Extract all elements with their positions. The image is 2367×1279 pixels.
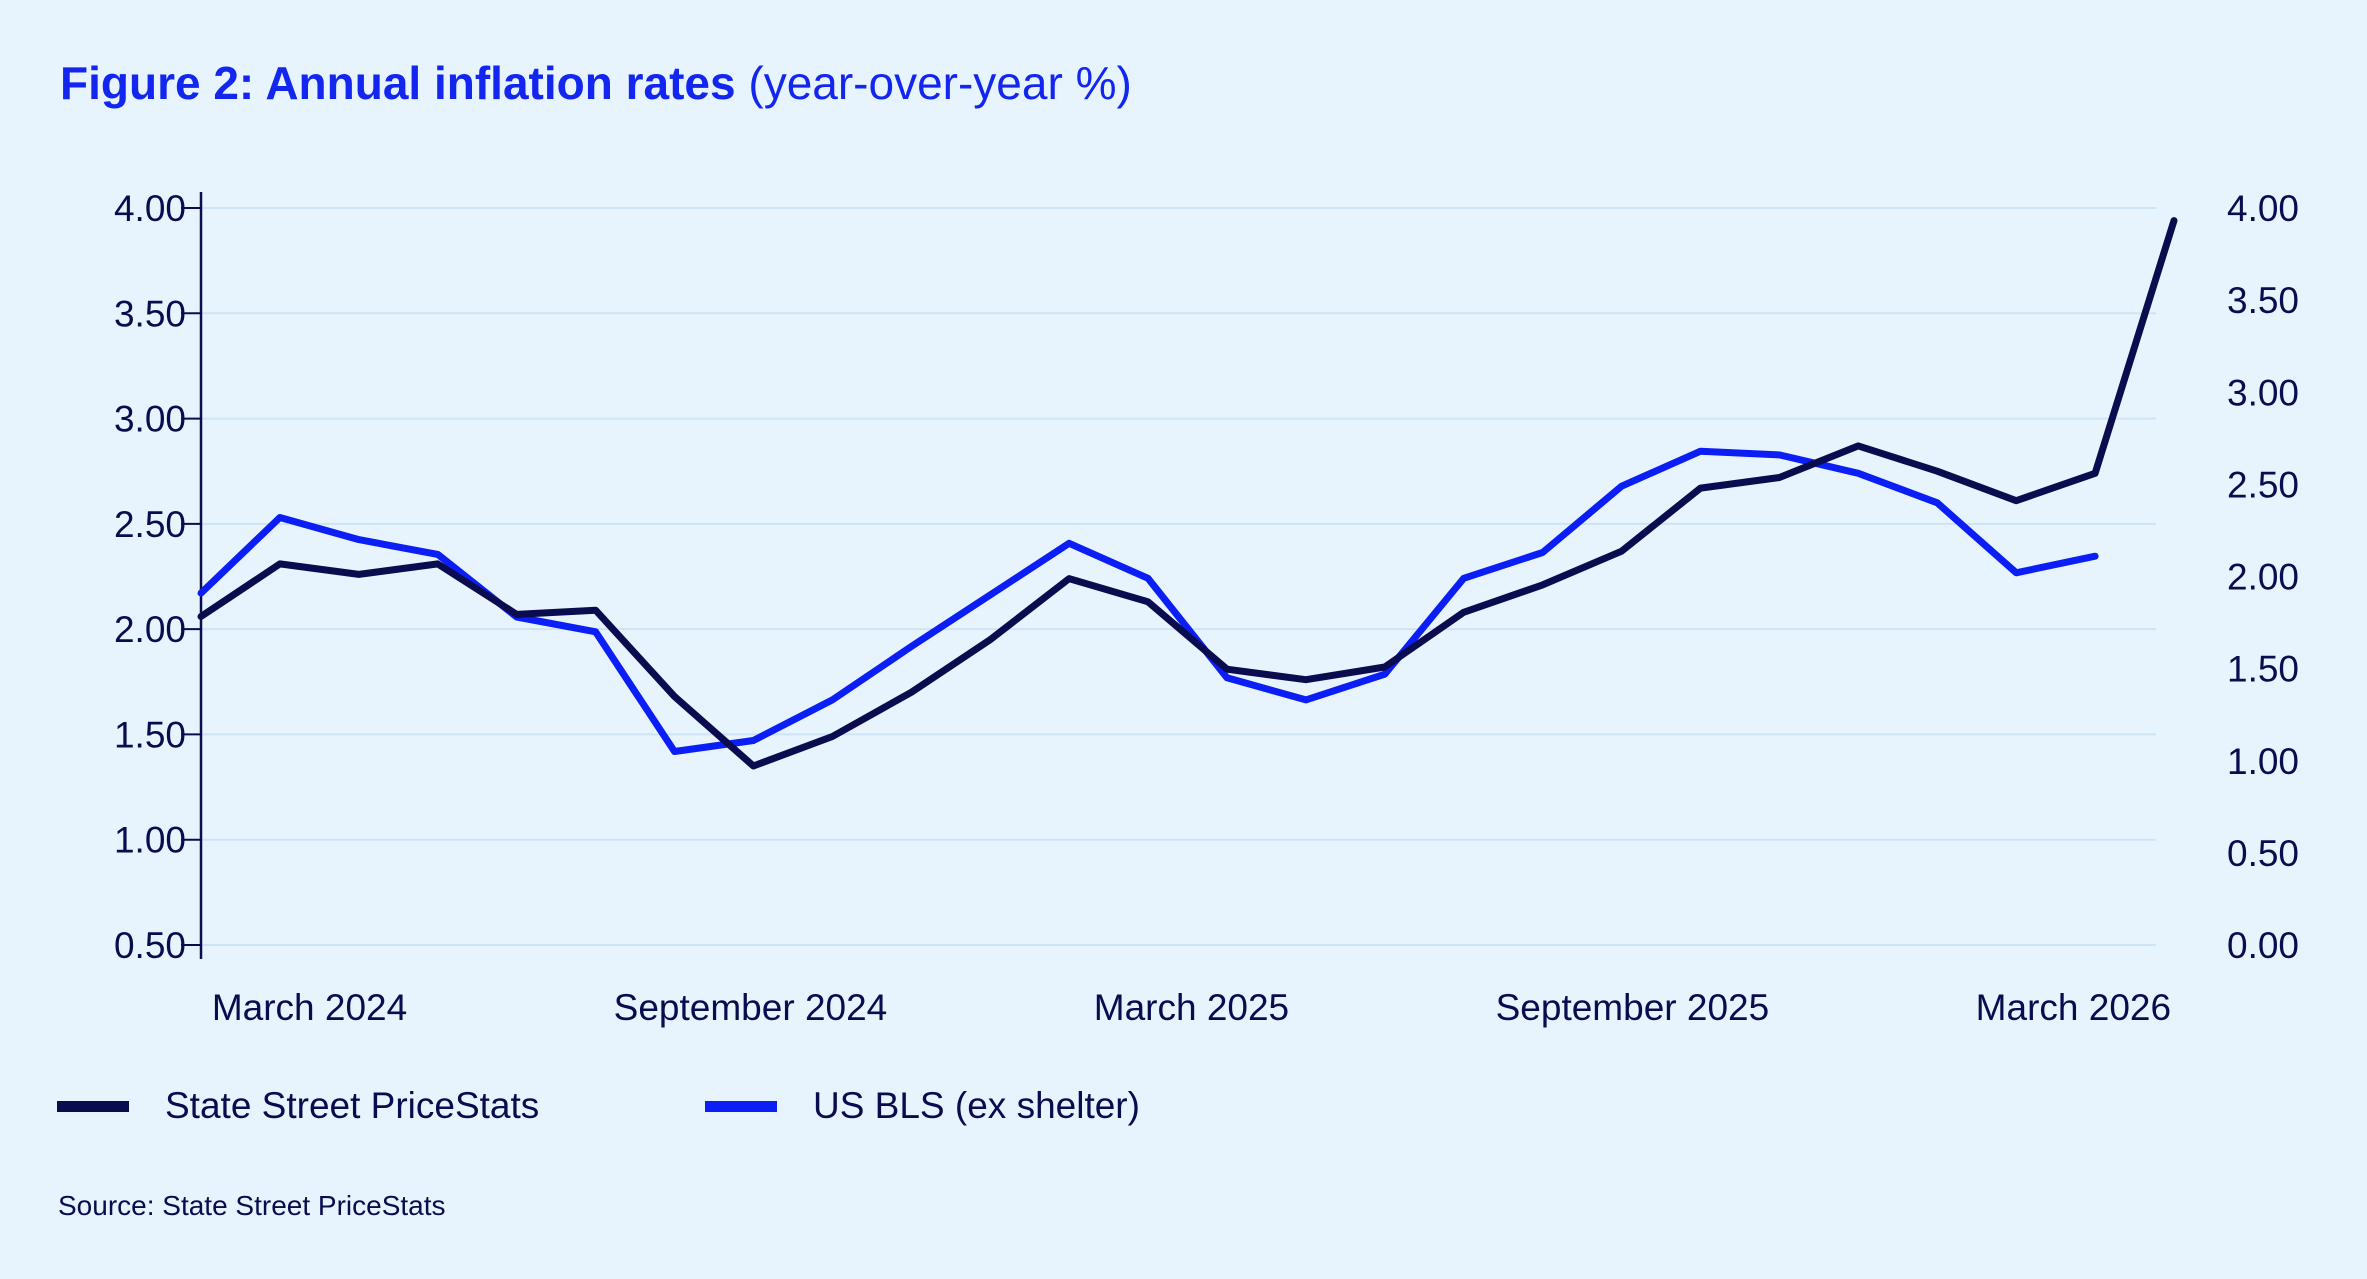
y-right-tick-label: 3.00 [2227,372,2299,413]
legend-label: State Street PriceStats [165,1085,540,1126]
x-tick-label: March 2025 [1094,987,1289,1028]
y-left-tick-label: 4.00 [114,188,186,229]
legend-label: US BLS (ex shelter) [813,1085,1140,1126]
y-right-tick-label: 0.50 [2227,833,2299,874]
y-right-tick-label: 2.00 [2227,557,2299,598]
chart-title: Figure 2: Annual inflation rates (year-o… [60,56,1132,110]
y-left-tick-label: 2.50 [114,504,186,545]
legend-item-state-street: State Street PriceStats [57,1085,539,1127]
y-left-tick-label: 2.00 [114,609,186,650]
x-tick-label: September 2025 [1496,987,1770,1028]
y-left-tick-label: 1.50 [114,714,186,755]
y-right-tick-label: 4.00 [2227,188,2299,229]
x-tick-label: September 2024 [614,987,888,1028]
y-right-tick-label: 2.50 [2227,464,2299,505]
y-right-tick-label: 1.00 [2227,741,2299,782]
legend-swatch [57,1100,129,1112]
y-left-tick-label: 1.00 [114,820,186,861]
y-left-tick-label: 3.50 [114,293,186,334]
series-line-state-street-pricestats [197,217,2178,770]
title-subtitle: (year-over-year %) [748,57,1132,109]
x-tick-label: March 2024 [212,987,407,1028]
y-left-tick-label: 3.00 [114,399,186,440]
legend-swatch [705,1100,777,1112]
y-left-tick-label: 0.50 [114,925,186,966]
title-main: Figure 2: Annual inflation rates [60,57,736,109]
source-note: Source: State Street PriceStats [58,1190,446,1221]
y-right-tick-label: 3.50 [2227,280,2299,321]
legend-item-us-bls: US BLS (ex shelter) [705,1085,1140,1127]
y-right-tick-label: 0.00 [2227,925,2299,966]
x-tick-label: March 2026 [1976,987,2171,1028]
y-right-tick-label: 1.50 [2227,649,2299,690]
